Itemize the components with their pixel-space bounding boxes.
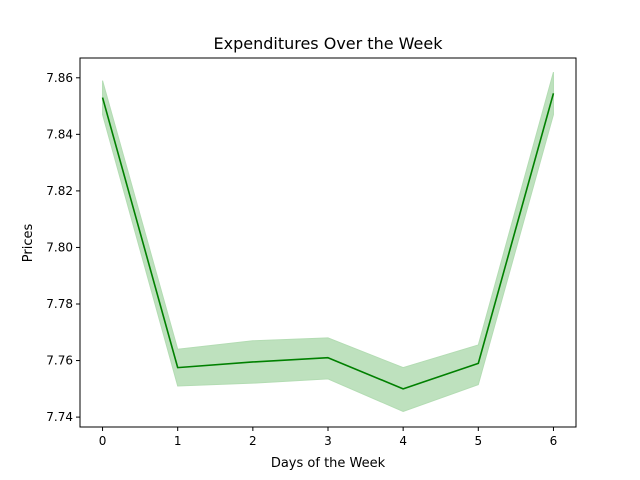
y-tick-label: 7.86 (46, 71, 73, 85)
y-axis: 7.74 7.76 7.78 7.80 7.82 7.84 7.86 (46, 71, 80, 424)
y-tick-label: 7.78 (46, 297, 73, 311)
y-axis-label: Prices (21, 224, 36, 263)
y-tick-label: 7.76 (46, 354, 73, 368)
x-axis: 0 1 2 3 4 5 6 (99, 427, 558, 448)
y-tick-label: 7.80 (46, 240, 73, 254)
y-tick-label: 7.82 (46, 184, 73, 198)
series-line-0 (101, 93, 555, 390)
x-tick-label: 0 (99, 434, 107, 448)
y-tick-label: 7.84 (46, 127, 73, 141)
plot-area (101, 72, 555, 412)
x-tick-label: 1 (174, 434, 182, 448)
x-tick-label: 5 (474, 434, 482, 448)
x-axis-label: Days of the Week (271, 456, 386, 471)
x-tick-label: 6 (550, 434, 558, 448)
x-tick-label: 4 (399, 434, 407, 448)
chart-title: Expenditures Over the Week (214, 34, 444, 53)
y-tick-label: 7.74 (46, 410, 73, 424)
confidence-band-0 (102, 72, 554, 412)
x-tick-label: 3 (324, 434, 332, 448)
x-tick-label: 2 (249, 434, 257, 448)
